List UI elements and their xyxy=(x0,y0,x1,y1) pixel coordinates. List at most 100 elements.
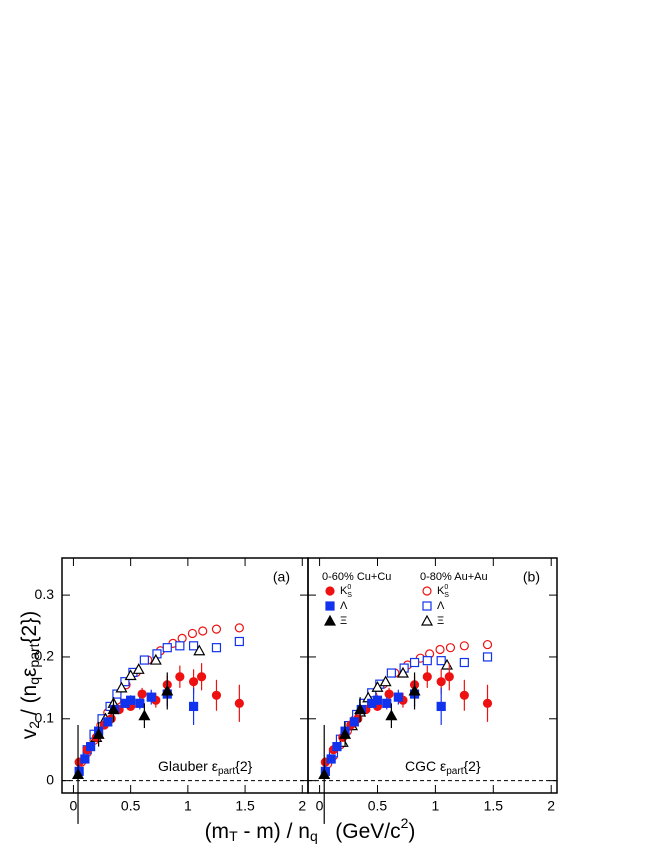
y-axis-label: v2 / (nqεpart{2}) xyxy=(18,611,42,739)
marker xyxy=(146,692,156,702)
marker xyxy=(385,709,398,721)
annotation-part: {2} xyxy=(463,758,480,774)
marker xyxy=(137,689,147,699)
marker xyxy=(435,644,445,655)
x-tick-label: 2 xyxy=(298,798,306,814)
legend-label-part: K xyxy=(437,585,445,597)
marker xyxy=(371,681,384,692)
marker xyxy=(107,703,120,715)
y-tick-label: 0.1 xyxy=(35,709,55,725)
y-tick-label: 0.2 xyxy=(35,648,55,664)
marker xyxy=(332,742,342,752)
label-part: {2}) xyxy=(18,611,41,644)
legend-marker xyxy=(422,601,432,611)
marker xyxy=(354,703,367,715)
x-tick-label: 2 xyxy=(547,798,555,814)
legend-label: Λ xyxy=(437,600,445,612)
x-tick-label: 1.5 xyxy=(484,798,504,814)
marker xyxy=(139,655,149,665)
marker xyxy=(326,754,336,764)
annotation: Glauber εpart{2} xyxy=(158,758,253,777)
marker xyxy=(188,701,199,712)
legend-label: Λ xyxy=(340,600,348,612)
x-tick-label: 0.5 xyxy=(121,798,141,814)
annotation-part: {2} xyxy=(235,758,252,774)
marker xyxy=(103,717,113,727)
legend-label-part: Λ xyxy=(340,600,348,612)
marker xyxy=(234,636,244,647)
marker xyxy=(382,698,392,708)
annotation-part: CGC ε xyxy=(405,758,446,774)
marker xyxy=(408,684,421,696)
legend-label-part: Λ xyxy=(437,600,445,612)
marker xyxy=(459,690,469,700)
y-tick-label: 0.3 xyxy=(35,586,55,602)
marker xyxy=(196,672,207,682)
label-part: T xyxy=(229,828,238,844)
marker xyxy=(393,692,403,702)
label-part: q xyxy=(310,828,318,844)
marker xyxy=(482,639,493,650)
marker xyxy=(436,677,446,687)
marker xyxy=(187,628,198,639)
legend-label-part: 0 xyxy=(444,584,448,591)
label-part: (GeV/c xyxy=(318,820,401,843)
legend-label: Ξ xyxy=(437,615,444,627)
x-axis-label: (mT - m) / nq (GeV/c2) xyxy=(205,815,416,844)
panel-label: (a) xyxy=(273,569,290,585)
legend-label-part: K xyxy=(340,585,348,597)
marker xyxy=(80,754,90,764)
marker xyxy=(384,689,394,699)
legend-label-part: Ξ xyxy=(340,615,347,627)
label-part: v xyxy=(18,728,41,739)
marker xyxy=(193,644,206,656)
plot-frame xyxy=(307,557,558,794)
marker xyxy=(372,695,383,705)
marker xyxy=(234,698,244,708)
marker xyxy=(71,768,85,780)
label-part: / (n xyxy=(18,685,41,721)
marker xyxy=(175,672,185,682)
legend-marker xyxy=(422,586,432,596)
legend-marker xyxy=(323,614,337,626)
marker xyxy=(318,768,331,780)
x-tick-label: 0 xyxy=(70,798,78,814)
marker xyxy=(445,643,456,653)
legend-marker xyxy=(325,601,335,611)
marker xyxy=(459,641,469,651)
marker xyxy=(135,698,145,708)
label-part: q xyxy=(26,677,42,685)
marker xyxy=(115,681,128,693)
legend-marker xyxy=(420,614,434,626)
legend-label-part: S xyxy=(444,592,449,599)
x-tick-label: 0 xyxy=(316,798,324,814)
marker xyxy=(444,672,454,682)
legend-marker xyxy=(325,586,335,596)
panel-label: (b) xyxy=(523,569,540,585)
legend-title: 0-80% Au+Au xyxy=(420,571,488,583)
legend-label: Ξ xyxy=(340,615,347,627)
marker xyxy=(482,698,493,708)
annotation-part: Glauber ε xyxy=(158,758,218,774)
marker xyxy=(211,690,222,700)
label-part: ) xyxy=(408,820,415,843)
marker xyxy=(379,675,392,687)
marker xyxy=(86,742,96,752)
marker xyxy=(339,728,352,739)
marker xyxy=(92,728,105,739)
label-part: 2 xyxy=(26,721,42,729)
marker xyxy=(149,653,162,665)
legend-label-part: Ξ xyxy=(437,615,444,627)
legend-label-part: S xyxy=(347,592,352,599)
x-tick-label: 1 xyxy=(431,798,439,814)
annotation-part: part xyxy=(446,766,463,777)
marker xyxy=(120,677,130,687)
annotation-part: part xyxy=(218,766,235,777)
marker xyxy=(161,684,174,696)
marker xyxy=(188,677,199,687)
marker xyxy=(386,668,396,678)
marker xyxy=(422,672,432,682)
marker xyxy=(234,623,244,633)
marker xyxy=(482,652,493,662)
marker xyxy=(138,709,151,721)
